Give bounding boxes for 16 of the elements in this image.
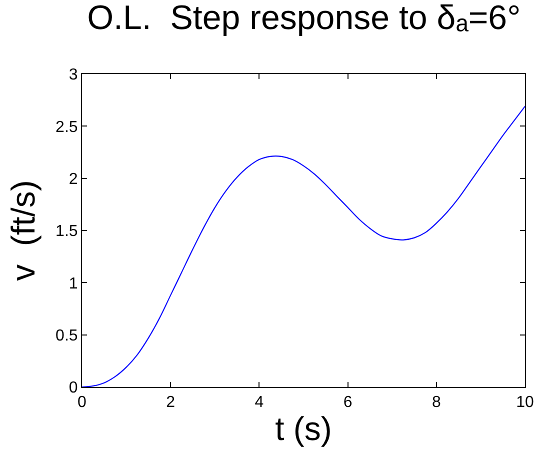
x-tick-label: 4	[254, 394, 264, 412]
x-axis-title: t (s)	[275, 410, 332, 447]
line-series	[82, 106, 525, 387]
x-tick-label: 2	[166, 394, 176, 412]
y-tick-label: 0.5	[56, 327, 78, 344]
y-tick-label: 2	[68, 170, 78, 188]
y-tick-label: 1	[68, 275, 78, 292]
x-tick-label: 10	[516, 394, 534, 412]
x-tick-label: 6	[343, 394, 352, 412]
x-tick-label: 8	[432, 394, 441, 412]
chart-title: O.L. Step response to δₐ=6°	[87, 0, 521, 37]
y-tick-label: 0	[68, 380, 78, 397]
y-tick-label: 2.5	[56, 118, 78, 136]
y-tick-label: 1.5	[56, 223, 78, 240]
y-axis-title: v (ft/s)	[4, 180, 42, 281]
y-tick-label: 3	[68, 66, 78, 84]
